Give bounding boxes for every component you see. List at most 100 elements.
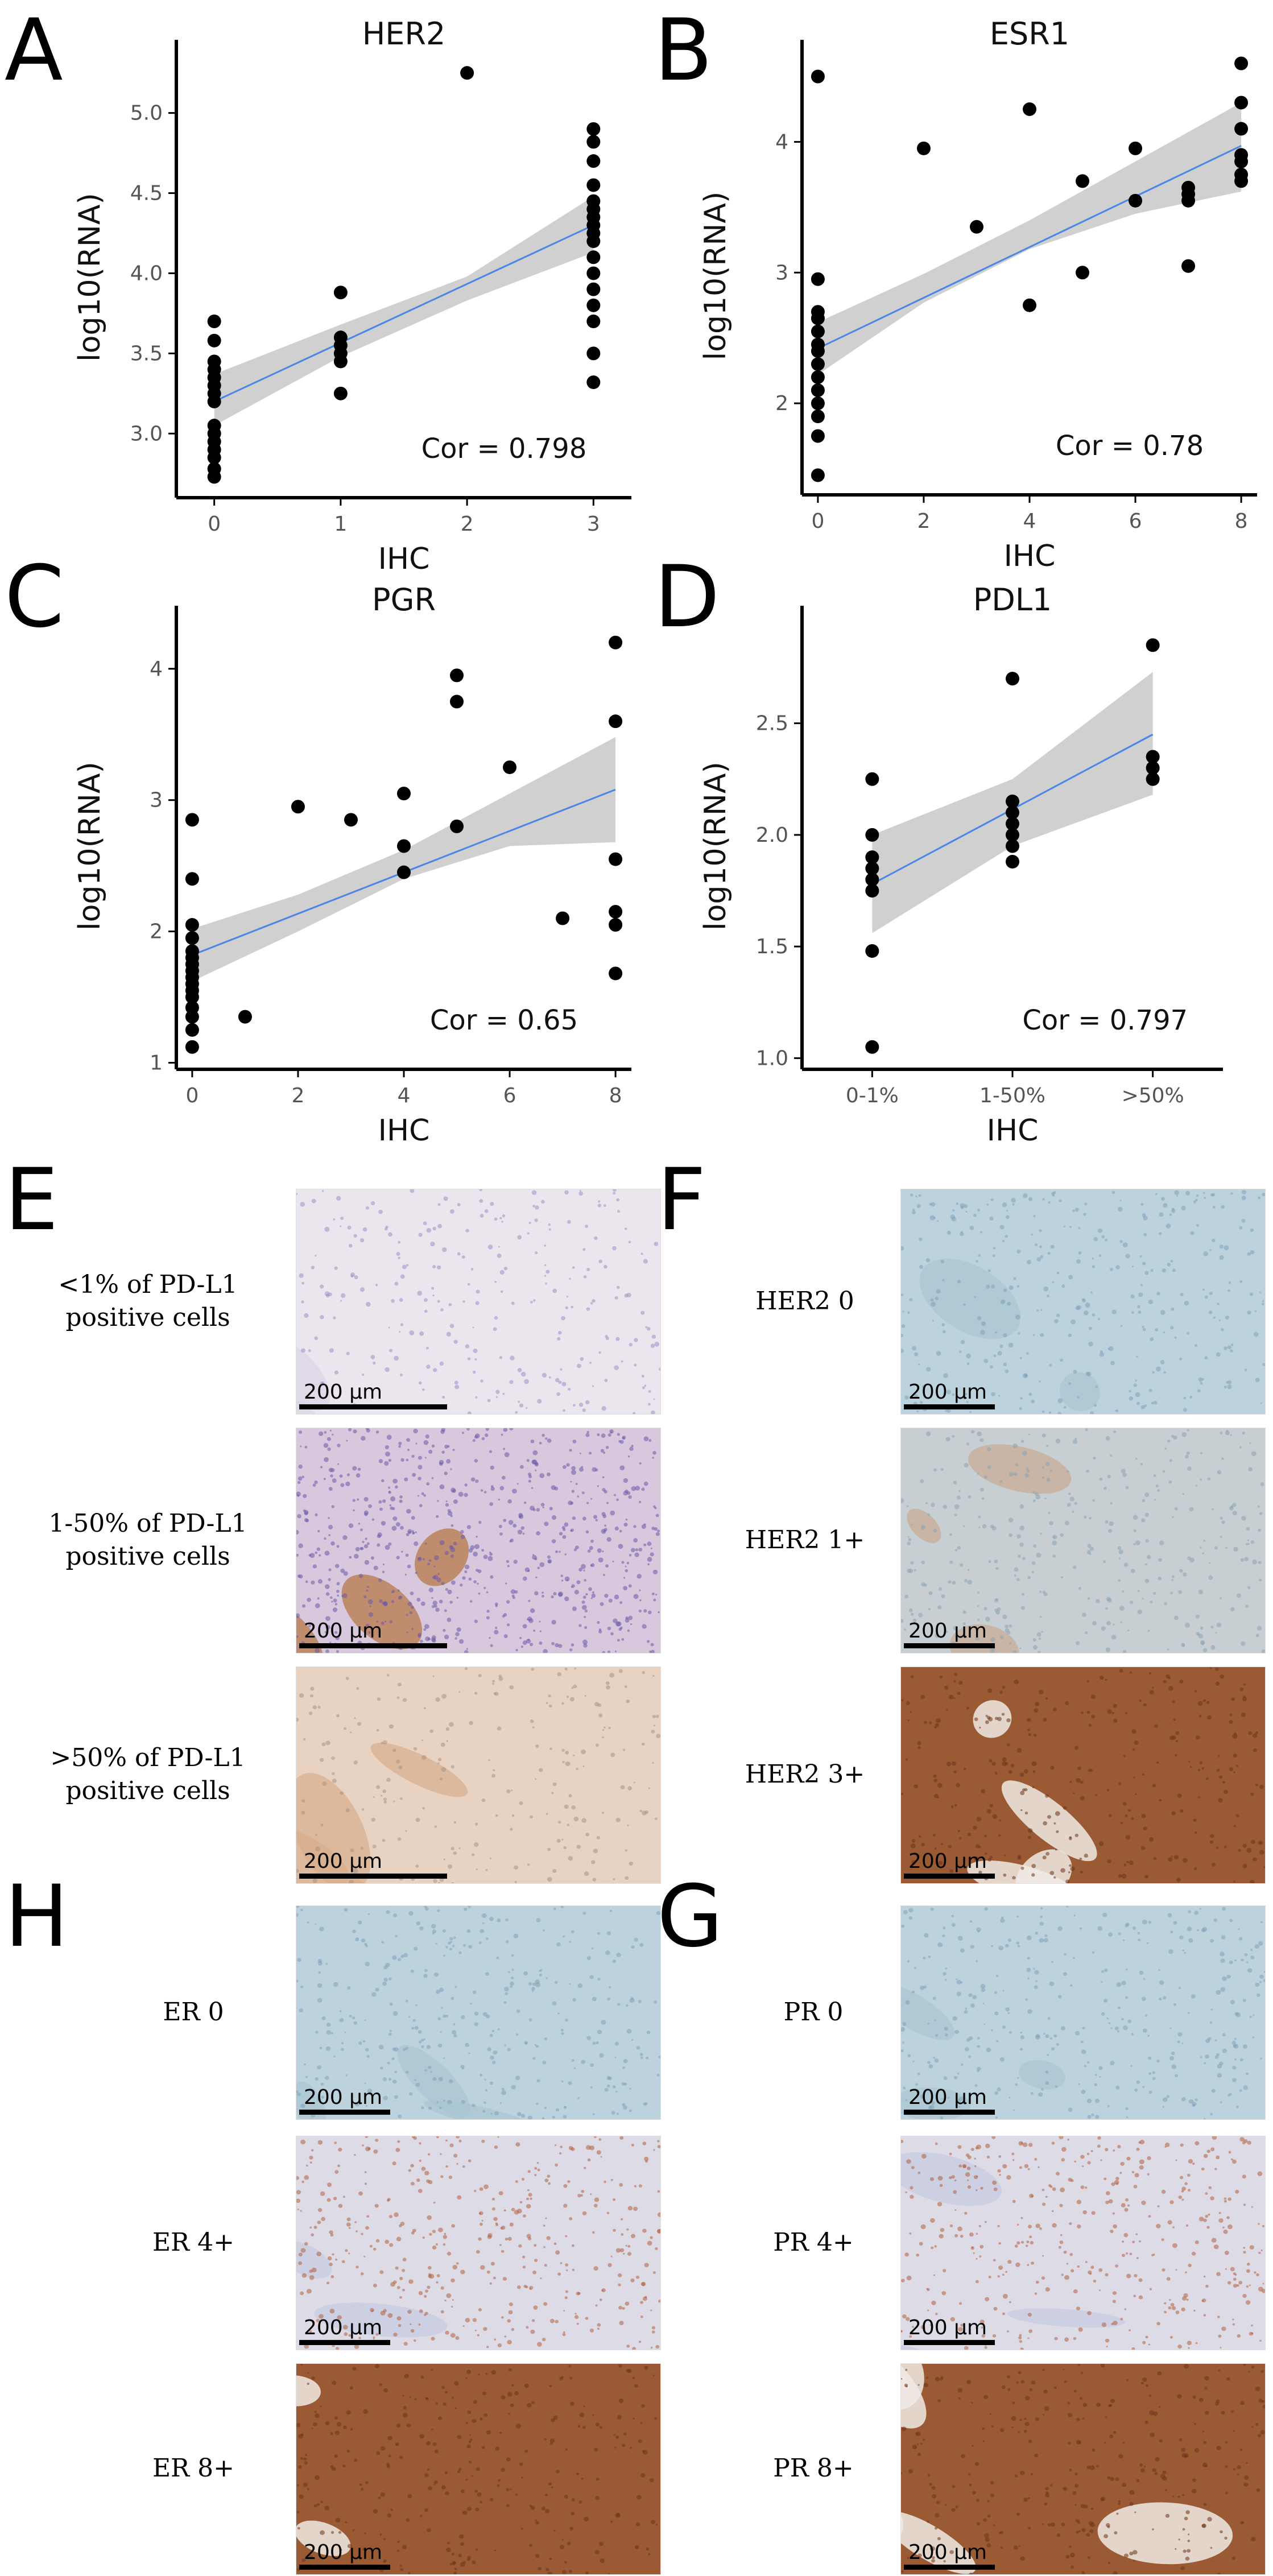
micrograph-label: HER2 1+ <box>745 1525 865 1554</box>
data-point <box>344 813 358 827</box>
micrograph-texture <box>901 2136 1265 2350</box>
data-point <box>865 944 879 958</box>
data-point <box>185 813 199 827</box>
x-axis-label: IHC <box>378 542 430 576</box>
micrograph-label: PR 8+ <box>773 2454 854 2483</box>
chart-title: ESR1 <box>990 16 1069 52</box>
y-axis-label: log10(RNA) <box>73 762 107 931</box>
data-point <box>1181 193 1196 208</box>
chart-title: PDL1 <box>973 582 1052 618</box>
y-tick-label: 1.5 <box>756 935 788 958</box>
confidence-band <box>214 196 594 426</box>
data-point <box>586 250 601 264</box>
micrograph-h-1 <box>296 2136 661 2350</box>
chart-title: HER2 <box>362 16 446 52</box>
scale-bar-label: 200 μm <box>304 2316 383 2339</box>
y-tick-label: 5.0 <box>130 102 163 125</box>
data-point <box>586 375 601 390</box>
data-point <box>1023 102 1036 116</box>
chart-title: PGR <box>372 582 436 618</box>
x-tick-label: 0 <box>185 1084 199 1107</box>
data-point <box>1146 638 1160 652</box>
data-point <box>1006 817 1019 831</box>
chart-d-svg: PDL1 0-1% 1-50% >50% 1.0 1.5 2.0 2.5 IHC log10(RN… <box>699 582 1223 1148</box>
scale-bar <box>904 1404 995 1409</box>
data-point <box>291 800 305 814</box>
data-point <box>865 1040 879 1054</box>
micrograph-f-1 <box>900 1428 1266 1653</box>
micrograph-label: PR 0 <box>783 1997 844 2027</box>
y-tick-label: 2.5 <box>756 712 788 735</box>
x-tick-label: 4 <box>1023 510 1036 533</box>
data-point <box>1006 805 1019 820</box>
data-point <box>238 1010 252 1024</box>
data-point <box>586 315 601 328</box>
panel-letter-g: G <box>657 1867 724 1966</box>
data-point <box>1006 672 1019 686</box>
scale-bar-label: 200 μm <box>908 2086 987 2109</box>
data-point <box>1146 761 1160 775</box>
data-point <box>1129 141 1143 155</box>
micrograph-label: ER 0 <box>163 1997 224 2027</box>
correlation-annotation: Cor = 0.797 <box>1022 1004 1188 1036</box>
data-point <box>811 383 825 398</box>
data-point <box>185 918 199 932</box>
data-point <box>333 354 348 369</box>
x-tick-label: 3 <box>587 512 600 536</box>
data-point <box>207 394 221 408</box>
data-point <box>865 873 879 887</box>
panel-letter-c: C <box>5 548 64 647</box>
scale-bar-label: 200 μm <box>304 1850 383 1873</box>
data-point <box>811 370 825 384</box>
data-point <box>397 787 411 801</box>
panel-letter-f: F <box>657 1151 706 1250</box>
chart-d: PDL1 0-1% 1-50% >50% 1.0 1.5 2.0 2.5 IHC log10(RN… <box>0 0 1273 1148</box>
x-tick-label: 0 <box>811 510 824 533</box>
data-point <box>1234 56 1249 71</box>
data-point <box>586 298 601 312</box>
data-point <box>1076 174 1090 188</box>
data-point <box>586 282 601 296</box>
data-point <box>450 668 464 683</box>
scale-bar-label: 200 μm <box>908 1380 987 1404</box>
data-point <box>609 714 623 729</box>
micrograph-label: ER 4+ <box>152 2227 235 2257</box>
data-point <box>185 1023 199 1037</box>
data-point <box>1006 839 1019 853</box>
micrograph-f-2 <box>900 1667 1266 1884</box>
data-point <box>865 884 879 898</box>
panel-letter-b: B <box>654 1 713 100</box>
data-point <box>586 135 601 149</box>
x-axis-label: IHC <box>987 1114 1039 1148</box>
scale-bar <box>904 2565 995 2570</box>
correlation-annotation: Cor = 0.78 <box>1056 430 1204 462</box>
micrograph-label: 1-50% of PD-L1 positive cells <box>48 1508 247 1571</box>
scale-bar <box>299 2110 390 2115</box>
micrograph-texture <box>296 1906 660 2119</box>
data-point <box>811 69 825 84</box>
scale-bar-label: 200 μm <box>304 1380 383 1404</box>
regression-line <box>214 224 594 403</box>
x-tick-label: 0-1% <box>846 1084 899 1107</box>
data-point <box>609 635 623 650</box>
data-point <box>1181 259 1196 273</box>
data-point <box>185 1040 199 1054</box>
y-tick-label: 3.0 <box>130 422 163 445</box>
data-point <box>460 66 474 80</box>
panel-letter-d: D <box>654 548 720 647</box>
x-tick-label: 2 <box>461 512 474 536</box>
micrograph-label: PR 4+ <box>773 2227 854 2257</box>
x-tick-label: 8 <box>609 1084 622 1107</box>
data-point <box>556 911 570 925</box>
scale-bar <box>904 2110 995 2115</box>
data-point <box>811 396 825 411</box>
data-point <box>1146 772 1160 786</box>
y-tick-label: 1.0 <box>756 1047 788 1070</box>
scale-bar <box>904 2340 995 2345</box>
data-point <box>916 141 931 155</box>
data-point <box>586 178 601 192</box>
x-tick-label: 6 <box>503 1084 516 1107</box>
data-point <box>207 315 221 328</box>
y-tick-label: 2.0 <box>756 824 788 847</box>
scale-bar-label: 200 μm <box>304 2541 383 2564</box>
